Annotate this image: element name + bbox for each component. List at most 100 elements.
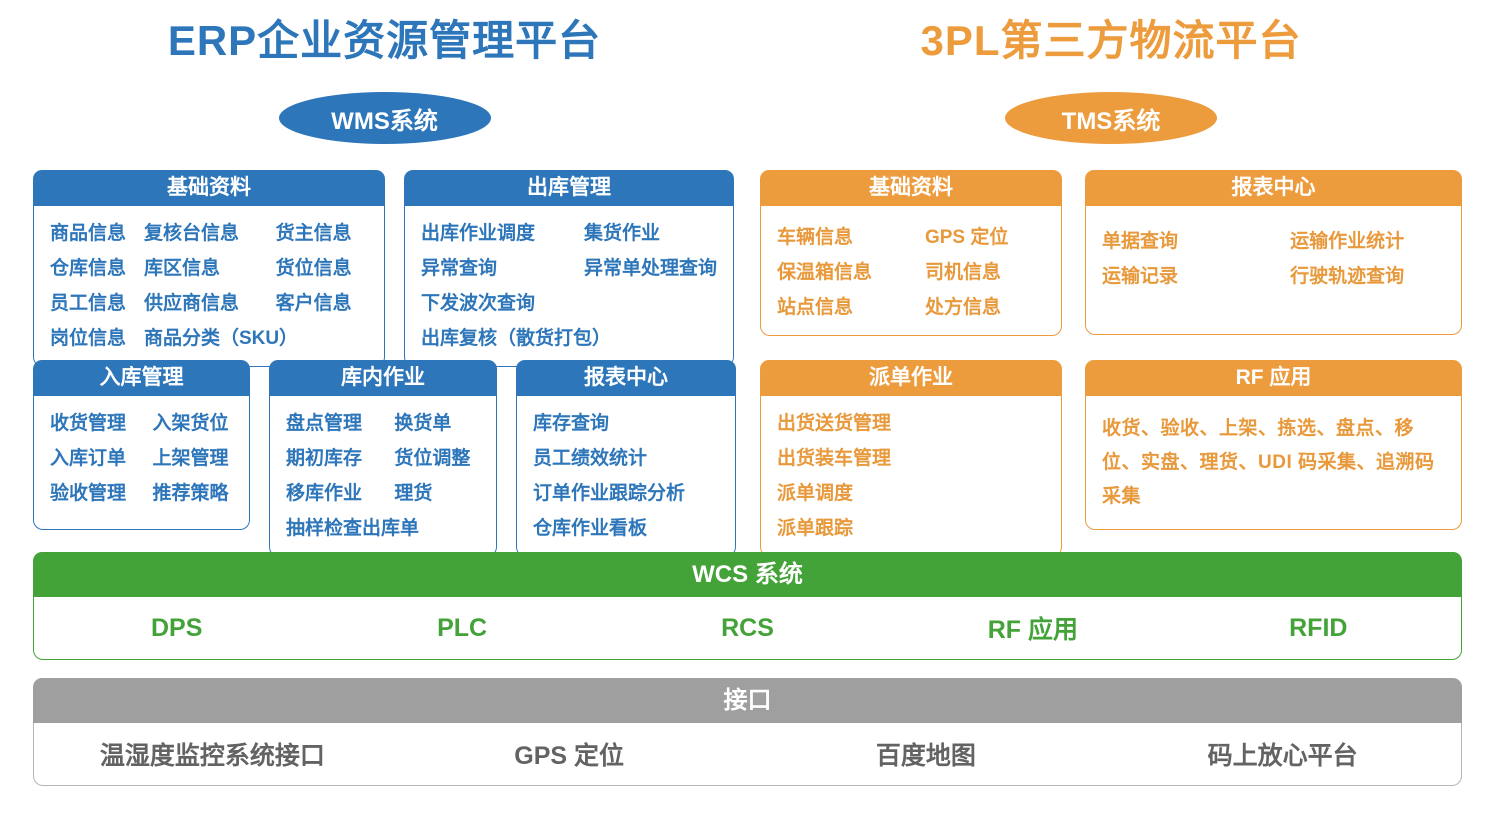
module-item: 商品信息 [50,223,127,244]
box-wms-report-center: 报表中心 库存查询 员工绩效统计 订单作业跟踪分析 仓库作业看板 [515,360,736,557]
wms-boxes-row-2: 入库管理 收货管理 入架货位 入库订单 上架管理 验收管理 推荐策略 库内作业 … [33,360,736,557]
box-body-tms-dispatch: 出货送货管理 出货装车管理 派单调度 派单跟踪 [760,396,1062,557]
box-tms-basic-data: 基础资料 车辆信息 GPS 定位 保温箱信息 司机信息 站点信息 处方信息 [760,170,1062,336]
wcs-bar-body: DPS PLC RCS RF 应用 RFID [33,597,1462,660]
module-item: 复核台信息 [143,223,239,244]
module-item: 处方信息 [924,297,1001,318]
box-body-wms-report: 库存查询 员工绩效统计 订单作业跟踪分析 仓库作业看板 [515,396,736,557]
module-item: 下发波次查询 [421,293,536,314]
module-item: 单据查询 [1102,231,1179,252]
module-item: 推荐策略 [152,483,229,504]
module-item: 出库作业调度 [421,223,536,244]
box-body-tms-rf: 收货、验收、上架、拣选、盘点、移位、实盘、理货、UDI 码采集、追溯码采集 [1085,396,1462,530]
module-boxes-row-2: 入库管理 收货管理 入架货位 入库订单 上架管理 验收管理 推荐策略 库内作业 … [33,360,1462,557]
tms-boxes-row-1: 基础资料 车辆信息 GPS 定位 保温箱信息 司机信息 站点信息 处方信息 报表… [760,170,1462,336]
box-wms-inbound: 入库管理 收货管理 入架货位 入库订单 上架管理 验收管理 推荐策略 [33,360,251,530]
3pl-title-area: 3PL第三方物流平台 [760,12,1462,70]
interface-item: GPS 定位 [514,742,624,770]
wcs-item: PLC [437,613,488,642]
box-title-wms-outbound: 出库管理 [404,170,734,206]
box-body-wms-ops: 盘点管理 换货单 期初库存 货位调整 移库作业 理货 抽样检查出库单 [269,396,497,557]
box-title-tms-report: 报表中心 [1085,170,1462,206]
module-item: 异常单处理查询 [583,258,717,279]
module-item: 员工绩效统计 [532,448,647,469]
interface-bar: 接口 温湿度监控系统接口 GPS 定位 百度地图 码上放心平台 [33,678,1462,786]
box-body-tms-basic: 车辆信息 GPS 定位 保温箱信息 司机信息 站点信息 处方信息 [760,206,1062,336]
wcs-system-bar: WCS 系统 DPS PLC RCS RF 应用 RFID [33,552,1462,660]
box-title-wms-report: 报表中心 [515,360,736,396]
module-item: 库区信息 [143,258,220,279]
3pl-platform-title: 3PL第三方物流平台 [920,17,1302,64]
module-item: 验收管理 [50,483,127,504]
module-item: 运输作业统计 [1290,231,1405,252]
erp-title-area: ERP企业资源管理平台 [33,12,736,70]
box-title-wms-ops: 库内作业 [269,360,497,396]
tms-boxes-row-2: 派单作业 出货送货管理 出货装车管理 派单调度 派单跟踪 RF 应用 收货、验收… [760,360,1462,557]
module-item: 上架管理 [152,448,229,469]
box-wms-warehouse-operations: 库内作业 盘点管理 换货单 期初库存 货位调整 移库作业 理货 抽样检查出库单 [269,360,497,557]
box-wms-basic-data: 基础资料 商品信息 复核台信息 货主信息 仓库信息 库区信息 货位信息 员工信息… [33,170,385,367]
module-item: 货位信息 [275,258,352,279]
box-tms-dispatch: 派单作业 出货送货管理 出货装车管理 派单调度 派单跟踪 [760,360,1062,557]
interface-bar-body: 温湿度监控系统接口 GPS 定位 百度地图 码上放心平台 [33,723,1462,786]
wms-system-badge: WMS系统 [278,92,491,144]
module-item: 行驶轨迹查询 [1290,266,1405,287]
box-tms-report-center: 报表中心 单据查询 运输作业统计 运输记录 行驶轨迹查询 [1085,170,1462,335]
wcs-item: RCS [721,613,774,642]
module-item: 派单调度 [777,483,854,504]
box-title-tms-rf: RF 应用 [1085,360,1462,396]
interface-item: 码上放心平台 [1207,742,1358,770]
module-item: 岗位信息 [50,328,127,349]
module-item: 车辆信息 [777,227,854,248]
box-tms-rf-application: RF 应用 收货、验收、上架、拣选、盘点、移位、实盘、理货、UDI 码采集、追溯… [1085,360,1462,530]
module-item: 供应商信息 [143,293,239,314]
tms-system-badge: TMS系统 [1005,92,1217,144]
module-item: 派单跟踪 [777,518,854,539]
module-item: GPS 定位 [924,227,1009,248]
box-title-tms-basic: 基础资料 [760,170,1062,206]
module-item: 出库复核（散货打包） [421,328,612,349]
module-item: 货位调整 [394,448,471,469]
module-item: 商品分类（SKU） [143,328,299,349]
module-item: 收货管理 [50,413,127,434]
wcs-item: RFID [1289,613,1348,642]
module-item: 员工信息 [50,293,127,314]
box-wms-outbound: 出库管理 出库作业调度 集货作业 异常查询 异常单处理查询 下发波次查询 出库复… [404,170,734,367]
module-item: 抽样检查出库单 [286,518,420,539]
module-item: 客户信息 [275,293,352,314]
wcs-item: RF 应用 [987,616,1079,644]
module-item: 盘点管理 [286,413,363,434]
module-item: 保温箱信息 [777,262,873,283]
module-item: 运输记录 [1102,266,1179,287]
module-item: 司机信息 [924,262,1001,283]
erp-platform-title: ERP企业资源管理平台 [167,17,602,64]
box-body-wms-basic: 商品信息 复核台信息 货主信息 仓库信息 库区信息 货位信息 员工信息 供应商信… [33,206,385,367]
module-item: 理货 [394,483,433,504]
module-item: 移库作业 [286,483,363,504]
module-item: 换货单 [394,413,452,434]
module-item: 仓库作业看板 [532,518,647,539]
system-badges-row: WMS系统 TMS系统 [33,92,1462,144]
box-title-wms-inbound: 入库管理 [33,360,251,396]
interface-bar-title: 接口 [33,678,1462,723]
box-title-wms-basic: 基础资料 [33,170,385,206]
interface-item: 百度地图 [875,742,976,770]
box-body-tms-report: 单据查询 运输作业统计 运输记录 行驶轨迹查询 [1085,206,1462,335]
platform-titles-row: ERP企业资源管理平台 3PL第三方物流平台 [33,12,1462,70]
wcs-item: DPS [150,613,203,642]
module-boxes-row-1: 基础资料 商品信息 复核台信息 货主信息 仓库信息 库区信息 货位信息 员工信息… [33,170,1462,367]
module-item: 站点信息 [777,297,854,318]
box-title-tms-dispatch: 派单作业 [760,360,1062,396]
module-item: 异常查询 [421,258,498,279]
module-item: 库存查询 [532,413,609,434]
box-body-wms-inbound: 收货管理 入架货位 入库订单 上架管理 验收管理 推荐策略 [33,396,251,530]
module-item: 出货装车管理 [777,448,892,469]
tms-badge-area: TMS系统 [760,92,1462,144]
wcs-bar-title: WCS 系统 [33,552,1462,597]
module-item: 集货作业 [583,223,660,244]
module-item: 期初库存 [286,448,363,469]
module-item: 订单作业跟踪分析 [532,483,685,504]
module-item: 出货送货管理 [777,413,892,434]
wms-badge-area: WMS系统 [33,92,736,144]
